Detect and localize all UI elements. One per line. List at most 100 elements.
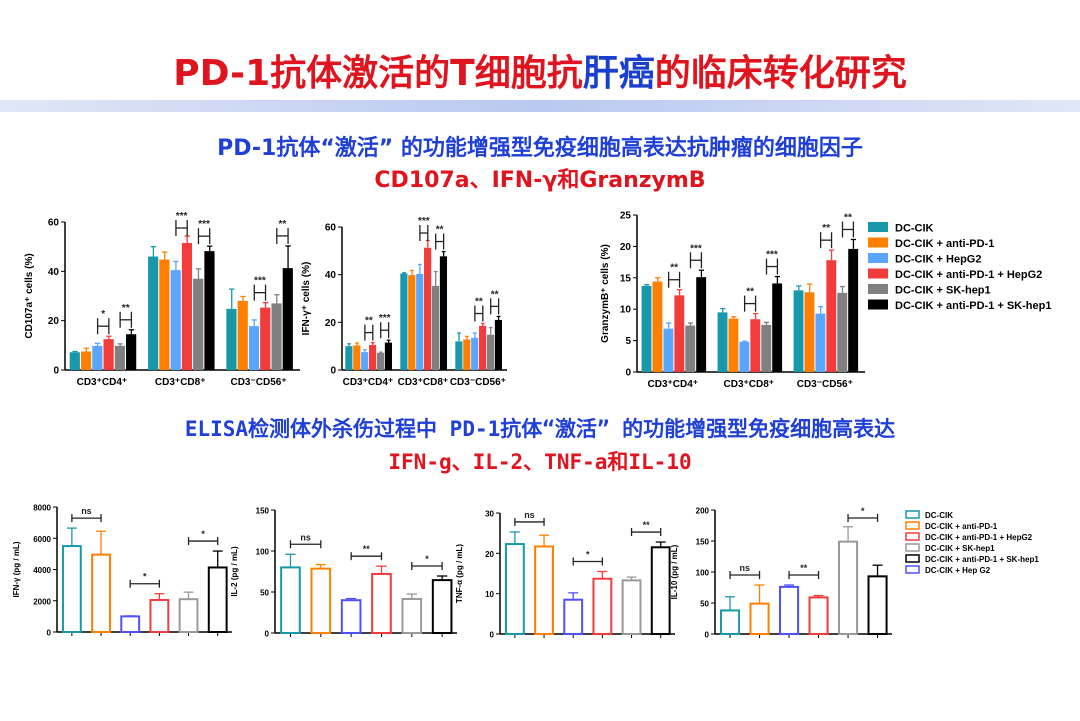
bar [371, 572, 392, 635]
y-axis-label: TNF-α (pg / mL) [455, 544, 464, 603]
significance-label: *** [176, 211, 188, 222]
y-tick-label: 0 [47, 629, 52, 638]
significance-label: ns [524, 510, 535, 520]
bar [400, 273, 408, 370]
y-axis-label: CD107a⁺ cells (%) [24, 253, 35, 338]
y-axis-label: IFN-γ⁺ cells (%) [301, 262, 312, 336]
bar [494, 319, 503, 370]
y-tick-label: 150 [696, 538, 710, 547]
x-category-label: CD3⁺CD8⁺ [155, 377, 206, 388]
bar [471, 337, 479, 370]
legend-label: DC-CIK + anti-PD-1 [895, 238, 994, 250]
bar [170, 270, 181, 370]
subtitle-4: IFN-g、IL-2、TNF-a和IL-10 [388, 450, 692, 474]
significance-label: ** [279, 219, 287, 230]
bar [837, 292, 848, 372]
y-tick-label: 0 [705, 631, 710, 640]
bar [114, 345, 125, 370]
legend-swatch [868, 237, 888, 248]
y-tick-label: 15 [620, 273, 632, 284]
bar [260, 307, 271, 370]
title-divider [0, 100, 1080, 112]
bar [479, 325, 487, 370]
y-tick-label: 20 [325, 318, 337, 329]
legend-swatch [868, 268, 888, 279]
y-tick-label: 8000 [33, 504, 51, 513]
bar [424, 247, 432, 370]
bar [826, 260, 837, 372]
y-axis-label: IL-2 (pg / mL) [230, 546, 239, 597]
legend-swatch [905, 521, 920, 530]
legend-label: DC-CIK + Hep G2 [925, 566, 991, 575]
y-tick-label: 30 [485, 510, 494, 519]
subtitle-2: CD107a、IFN-γ和GranzymB [374, 168, 706, 193]
y-tick-label: 0 [625, 368, 631, 379]
legend-swatch [905, 543, 920, 552]
significance-label: * [101, 309, 105, 320]
bar [204, 251, 215, 370]
bar [416, 273, 424, 370]
y-tick-label: 150 [256, 507, 270, 516]
y-axis-label: GranzymB⁺ cells (%) [600, 244, 611, 343]
bar [103, 339, 114, 370]
bar [408, 275, 416, 370]
subtitle-3: ELISA检测体外杀伤过程中 PD-1抗体“激活” 的功能增强型免疫细胞高表达 [184, 417, 896, 441]
subtitle-1: PD-1抗体“激活” 的功能增强型免疫细胞高表达抗肿瘤的细胞因子 [217, 136, 863, 161]
bar [779, 585, 800, 636]
y-tick-label: 6000 [33, 535, 51, 544]
bar [80, 351, 92, 370]
bar [126, 334, 137, 370]
legend-swatch [905, 532, 920, 541]
bar [674, 295, 685, 372]
bar [838, 540, 859, 635]
y-tick-label: 20 [485, 550, 494, 559]
bar [685, 325, 696, 372]
bar [621, 579, 642, 636]
significance-label: ** [436, 225, 444, 236]
y-tick-label: 5 [625, 336, 631, 347]
bar [848, 248, 859, 372]
bar [361, 352, 369, 370]
significance-label: * [861, 506, 865, 516]
y-tick-label: 4000 [33, 566, 51, 575]
y-tick-label: 20 [48, 316, 60, 327]
bar [663, 328, 674, 372]
y-tick-label: 0 [490, 631, 495, 640]
bar [369, 344, 377, 370]
bar [280, 566, 301, 635]
x-category-label: CD3⁻CD56⁺ [230, 377, 286, 388]
legend-swatch [905, 510, 920, 519]
y-axis-label: IL-10 (pg / mL) [670, 544, 679, 599]
legend-swatch [905, 565, 920, 574]
bar [310, 567, 332, 635]
title-highlight: 肝癌 [582, 53, 655, 94]
legend-label: DC-CIK + anti-PD-1 [925, 522, 998, 531]
bar [592, 577, 613, 636]
bar [455, 341, 463, 370]
legend-label: DC-CIK + HepG2 [895, 254, 982, 266]
bar [431, 579, 453, 634]
legend-label: DC-CIK + anti-PD-1 + SK-hep1 [925, 555, 1039, 564]
legend-label: DC-CIK + anti-PD-1 + SK-hep1 [895, 300, 1051, 312]
legend-swatch [868, 222, 888, 232]
y-tick-label: 200 [696, 507, 710, 516]
x-category-label: CD3⁺CD8⁺ [724, 379, 775, 390]
bar [353, 345, 361, 370]
significance-label: ** [670, 263, 678, 274]
bar [345, 346, 353, 370]
significance-label: *** [379, 313, 391, 324]
significance-label: ** [475, 297, 483, 308]
bar [717, 312, 728, 372]
bar [739, 341, 750, 372]
bar [159, 259, 170, 370]
bar [486, 334, 495, 370]
bar [207, 566, 228, 633]
y-tick-label: 10 [620, 305, 632, 316]
y-tick-label: 60 [325, 223, 337, 234]
significance-label: *** [690, 243, 702, 254]
y-tick-label: 100 [256, 548, 270, 557]
legend-label: DC-CIK + anti-PD-1 + HepG2 [925, 533, 1033, 542]
page-title: PD-1抗体激活的T细胞抗肝癌的临床转化研究 [0, 44, 1080, 96]
y-tick-label: 0 [265, 630, 270, 639]
